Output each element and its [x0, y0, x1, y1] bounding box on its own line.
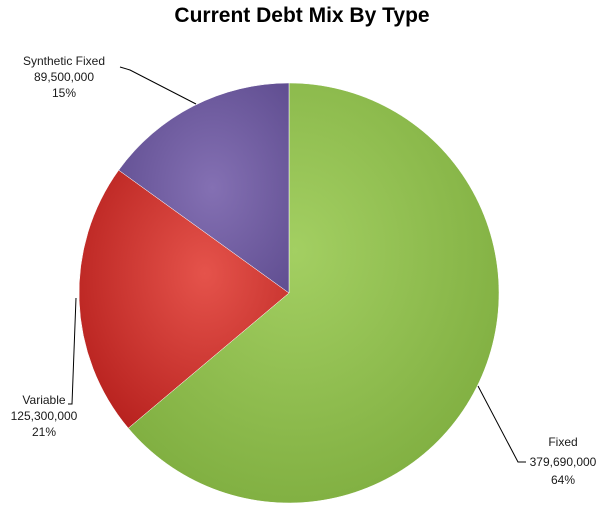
- label-variable-percent: 21%: [32, 425, 56, 439]
- label-variable-name: Variable: [22, 393, 65, 407]
- label-fixed-value: 379,690,000: [530, 455, 597, 469]
- label-fixed-name: Fixed: [548, 435, 577, 449]
- leader-line-synthetic-fixed: [120, 67, 196, 104]
- label-synthetic-fixed-percent: 15%: [52, 86, 76, 100]
- leader-line-fixed: [478, 386, 526, 462]
- label-synthetic-fixed-name: Synthetic Fixed: [23, 54, 105, 68]
- label-fixed-percent: 64%: [551, 473, 575, 487]
- label-synthetic-fixed-value: 89,500,000: [34, 70, 94, 84]
- label-variable-value: 125,300,000: [11, 409, 78, 423]
- leader-line-variable: [68, 298, 76, 404]
